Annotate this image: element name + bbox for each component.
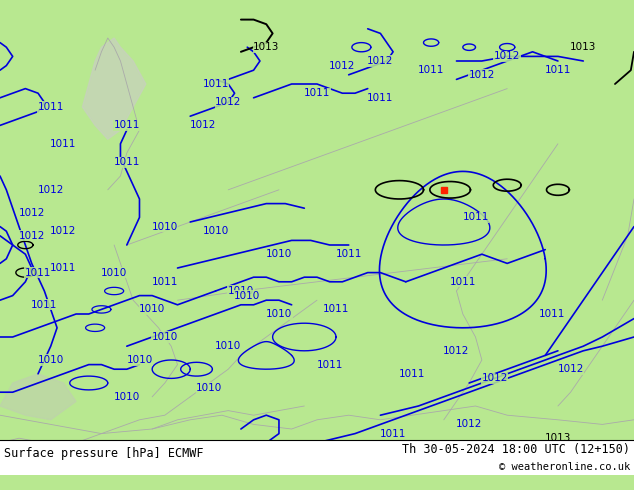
Text: Surface pressure [hPa] ECMWF: Surface pressure [hPa] ECMWF [4, 447, 204, 460]
Text: 1012: 1012 [50, 226, 77, 236]
Text: 1011: 1011 [323, 304, 349, 315]
Text: 1010: 1010 [228, 286, 254, 296]
Text: 1011: 1011 [50, 139, 77, 149]
Text: 1012: 1012 [494, 51, 521, 61]
Text: 1010: 1010 [152, 332, 178, 342]
Text: 1011: 1011 [418, 65, 444, 75]
Polygon shape [0, 374, 76, 420]
Text: 1011: 1011 [367, 93, 394, 103]
Text: 1011: 1011 [450, 277, 476, 287]
Text: 1013: 1013 [576, 456, 603, 466]
Text: 1011: 1011 [25, 268, 51, 278]
Text: 1010: 1010 [139, 304, 165, 315]
Text: 1010: 1010 [196, 383, 223, 392]
Text: 1011: 1011 [538, 309, 565, 319]
Text: 1010: 1010 [234, 291, 261, 300]
Text: 1012: 1012 [215, 98, 242, 107]
Text: 1011: 1011 [31, 300, 58, 310]
Text: 1011: 1011 [202, 79, 229, 89]
Text: 1011: 1011 [50, 263, 77, 273]
Text: 1012: 1012 [18, 208, 45, 218]
Text: 1010: 1010 [152, 221, 178, 232]
Text: 1010: 1010 [37, 355, 64, 365]
Text: 1013: 1013 [545, 433, 571, 443]
Text: 1010: 1010 [215, 341, 242, 351]
Text: © weatheronline.co.uk: © weatheronline.co.uk [499, 462, 630, 472]
Text: 1011: 1011 [37, 102, 64, 112]
Text: 1011: 1011 [380, 429, 406, 439]
Text: 1010: 1010 [126, 355, 153, 365]
Polygon shape [82, 38, 146, 139]
Text: 1011: 1011 [304, 88, 330, 98]
Text: 1011: 1011 [316, 360, 343, 369]
Text: 1010: 1010 [101, 268, 127, 278]
Text: 1011: 1011 [462, 212, 489, 222]
Text: 1011: 1011 [152, 277, 178, 287]
Text: 1011: 1011 [113, 121, 140, 130]
Text: 1012: 1012 [443, 346, 470, 356]
Text: 1012: 1012 [190, 121, 216, 130]
Text: 1011: 1011 [335, 249, 362, 259]
Text: 1012: 1012 [329, 61, 356, 71]
Text: 1011: 1011 [113, 157, 140, 167]
Text: 1010: 1010 [202, 226, 229, 236]
Text: 1010: 1010 [266, 249, 292, 259]
Text: 1010: 1010 [266, 309, 292, 319]
Text: 1012: 1012 [18, 231, 45, 241]
Text: 1012: 1012 [367, 56, 394, 66]
Text: 1012: 1012 [469, 70, 495, 80]
Text: 1012: 1012 [481, 373, 508, 383]
Text: 1012: 1012 [37, 185, 64, 195]
Text: 1010: 1010 [113, 392, 140, 402]
Text: Th 30-05-2024 18:00 UTC (12+150): Th 30-05-2024 18:00 UTC (12+150) [402, 443, 630, 456]
Text: 1012: 1012 [456, 419, 482, 429]
Text: 1011: 1011 [399, 369, 425, 379]
Text: 1011: 1011 [545, 65, 571, 75]
Text: 1013: 1013 [253, 42, 280, 52]
Text: 1012: 1012 [557, 364, 584, 374]
FancyBboxPatch shape [0, 440, 634, 475]
Text: 1013: 1013 [570, 42, 597, 52]
